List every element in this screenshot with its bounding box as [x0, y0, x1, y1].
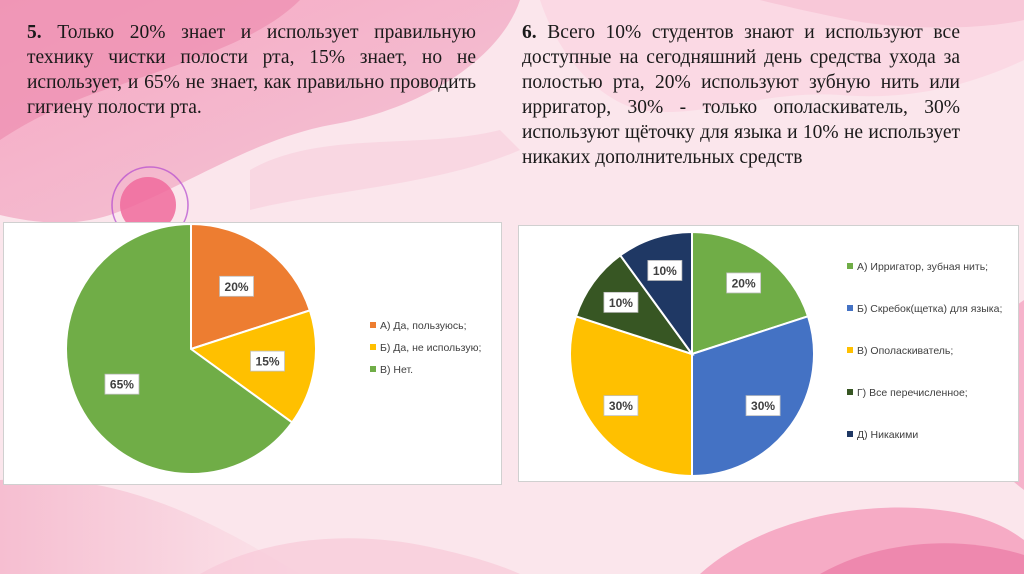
svg-text:10%: 10% — [609, 296, 633, 310]
chart-2-legend-item-3: В) Ополаскиватель; — [847, 344, 1007, 358]
chart-2-legend-item-2: Б) Скребок(щетка) для языка; — [847, 302, 1007, 316]
pie-chart-2: 20% 30% 30% 10% 10% — [569, 230, 815, 478]
chart-2-legend-swatch-2 — [847, 305, 853, 311]
paragraph-6-number: 6. — [522, 22, 537, 43]
chart-1-data-label-2: 15% — [250, 350, 285, 372]
chart-2-data-label-4: 10% — [603, 291, 639, 313]
chart-2-container: 20% 30% 30% 10% 10% А) Ирригатор, зубная нит… — [518, 225, 1019, 482]
svg-text:30%: 30% — [609, 399, 633, 413]
svg-text:30%: 30% — [751, 399, 775, 413]
svg-text:10%: 10% — [653, 264, 677, 278]
svg-text:65%: 65% — [110, 378, 134, 392]
chart-1-legend-label-2: Б) Да, не использую; — [380, 342, 482, 354]
chart-1-legend-item-3: В) Нет. — [370, 363, 498, 377]
chart-2-legend-item-1: А) Ирригатор, зубная нить; — [847, 260, 1007, 274]
svg-text:15%: 15% — [256, 355, 280, 369]
chart-2-legend-label-2: Б) Скребок(щетка) для языка; — [857, 303, 1003, 315]
chart-2-legend-label-4: Г) Все перечисленное; — [857, 387, 968, 399]
paragraph-5: 5. Только 20% знает и использует правиль… — [27, 20, 476, 120]
legend-1: А) Да, пользуюсь; Б) Да, не использую; В) … — [370, 319, 495, 389]
chart-1-legend-item-1: А) Да, пользуюсь; — [370, 319, 498, 333]
paragraph-6: 6. Всего 10% студентов знают и использую… — [522, 20, 960, 170]
chart-2-legend-label-1: А) Ирригатор, зубная нить; — [857, 261, 989, 273]
chart-1-legend-label-1: А) Да, пользуюсь; — [380, 320, 467, 332]
chart-1-container: 20% 15% 65% А) Да, пользуюсь; Б) Да, не исп… — [3, 222, 502, 485]
paragraph-6-text: Всего 10% студентов знают и используют в… — [522, 22, 960, 168]
chart-2-data-label-3: 30% — [603, 395, 639, 417]
paragraph-5-number: 5. — [27, 22, 42, 43]
chart-2-legend-label-5: Д) Никакими — [857, 429, 919, 441]
chart-1-data-label-1: 20% — [219, 275, 254, 297]
chart-1-data-label-3: 65% — [104, 373, 140, 395]
chart-2-legend-label-3: В) Ополаскиватель; — [857, 345, 954, 357]
chart-2-data-label-5: 10% — [647, 260, 683, 281]
chart-1-legend-swatch-3 — [370, 366, 376, 372]
chart-1-legend-swatch-1 — [370, 322, 376, 328]
svg-text:20%: 20% — [225, 280, 249, 294]
svg-text:20%: 20% — [732, 276, 756, 290]
chart-2-legend-swatch-4 — [847, 389, 853, 395]
chart-2-legend-swatch-3 — [847, 347, 853, 353]
chart-1-slice-3 — [65, 222, 294, 475]
chart-2-legend-item-5: Д) Никакими — [847, 428, 1007, 442]
legend-2: А) Ирригатор, зубная нить; Б) Скребок(щет… — [847, 260, 1012, 470]
paragraph-5-text: Только 20% знает и использует правильную… — [27, 22, 477, 118]
chart-2-data-label-2: 30% — [745, 395, 781, 417]
pie-chart-1: 20% 15% 65% — [65, 222, 317, 475]
chart-2-data-label-1: 20% — [726, 272, 762, 294]
chart-2-legend-swatch-1 — [847, 263, 853, 269]
chart-2-legend-swatch-5 — [847, 431, 853, 437]
chart-1-legend-label-3: В) Нет. — [380, 364, 414, 376]
chart-1-legend-swatch-2 — [370, 344, 376, 350]
chart-2-legend-item-4: Г) Все перечисленное; — [847, 386, 1007, 400]
chart-1-legend-item-2: Б) Да, не использую; — [370, 341, 498, 355]
